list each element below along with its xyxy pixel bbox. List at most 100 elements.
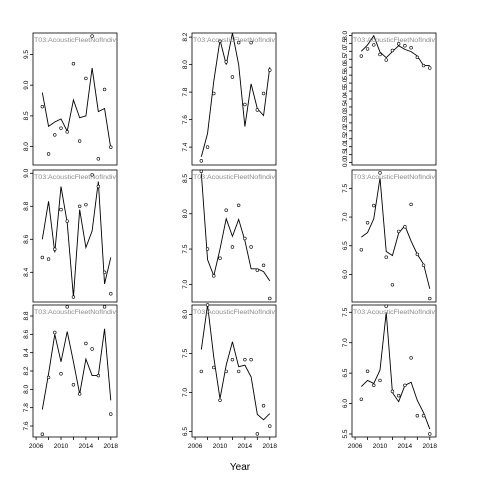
y-tick-label: 6.5 [342,368,349,377]
x-tick-label: 2010 [54,443,69,450]
panel-frame [351,32,437,166]
data-point [65,219,69,223]
y-tick-label: 6.0 [342,399,349,408]
y-tick-label: 8.0 [182,60,189,69]
y-tick-label: 7.6 [23,421,30,430]
series-line [200,173,271,282]
x-tick-label: 2006 [29,443,44,450]
data-point [90,173,94,177]
data-point [102,87,107,92]
panel-frame [191,169,277,303]
x-tick-label: 2010 [373,443,388,450]
y-tick-label: 8.2 [23,366,30,375]
series-line [361,312,431,430]
data-point [53,330,57,335]
data-point [77,204,82,209]
y-tick-label: 7.0 [342,338,349,347]
y-tick-label: 0.5 [342,150,349,159]
data-point [421,414,426,418]
x-tick-label: 2014 [398,443,413,450]
x-tick-label: 2018 [263,443,278,450]
data-point [255,432,260,436]
panel-frame [32,169,118,303]
data-point [236,40,241,45]
y-tick-label: 8.0 [342,30,349,39]
data-point [77,392,82,396]
data-point [396,229,401,234]
y-tick-label: 8.6 [23,234,30,243]
data-point [415,252,420,257]
y-tick-label: 8.0 [182,309,189,318]
panel-frame [351,304,437,438]
data-point [261,404,266,408]
y-tick-label: 9.5 [23,50,30,59]
data-point [224,208,228,212]
data-point [415,414,420,418]
data-point [390,283,395,287]
panel-9: 5.5 6.0 6.5 7.0 7.5 2006 2010 2014 2018 T03:Acous… [342,304,437,450]
y-tick-label: 8.0 [23,142,30,151]
panel-title: T03:AcousticFleetNofIndiv [193,174,276,181]
y-tick-label: 3.0 [342,110,349,119]
y-tick-label: 7.8 [23,403,30,412]
panel-5: 7.0 7.5 8.0 8.5 T03:AcousticFleetNofIndiv [182,169,277,303]
y-tick-label: 8.8 [23,311,30,320]
data-point [415,55,420,60]
data-point [268,296,272,301]
y-tick-label: 4.0 [342,94,349,103]
data-point [243,102,247,107]
data-point [96,184,101,189]
y-tick-label: 5.0 [342,78,349,87]
panel-3: 0.00.51.01.52.02.53.03.54.04.55.05.56.06… [342,30,437,167]
x-tick-label: 2018 [104,443,119,450]
data-point [71,61,76,66]
data-point [96,157,101,161]
data-point [59,126,63,130]
panel-title: T03:AcousticFleetNofIndiv [193,37,276,44]
data-point [378,52,382,57]
y-tick-label: 6.5 [182,427,189,436]
data-point [230,75,235,79]
data-point [249,245,253,249]
data-point [372,203,376,208]
series-line [200,33,271,157]
y-tick-label: 6.0 [342,270,349,279]
data-point [224,369,228,374]
x-tick-label: 2006 [188,443,203,450]
data-point [71,295,76,299]
data-point [428,296,432,301]
data-point [230,245,235,249]
data-point [372,43,376,47]
y-tick-label: 9.0 [23,168,30,177]
data-point [212,91,216,96]
y-tick-label: 6.5 [342,54,349,63]
data-point [90,34,94,38]
data-point [243,357,247,362]
data-point [396,42,401,46]
y-tick-label: 5.5 [342,429,349,438]
y-tick-label: 1.0 [342,142,349,151]
data-point [65,130,69,134]
data-point [236,203,241,207]
data-point [84,202,88,207]
y-tick-label: 7.0 [342,212,349,221]
data-point [384,255,388,259]
data-point [84,76,88,81]
data-point [249,40,253,45]
y-tick-label: 7.5 [342,38,349,47]
y-tick-label: 7.4 [182,142,189,151]
data-point [109,145,113,149]
data-point [365,369,370,374]
data-point [102,270,107,274]
data-point [409,202,413,207]
data-point [428,432,432,436]
series-line [41,67,112,149]
data-point [46,375,51,380]
panel-frame [191,32,277,166]
data-point [40,255,45,260]
data-point [268,424,272,428]
series-line [361,177,431,289]
data-point [53,247,57,251]
y-tick-label: 7.0 [182,279,189,288]
